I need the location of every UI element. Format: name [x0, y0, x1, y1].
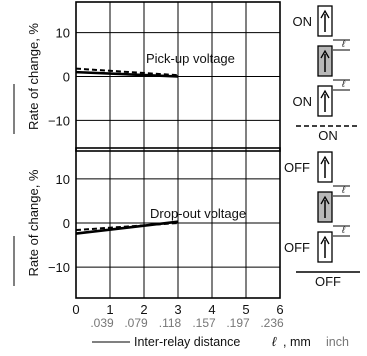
series-line-solid	[75, 70, 179, 78]
y-tick-label: 10	[56, 172, 70, 187]
y-axis-label: Rate of change, %	[26, 169, 41, 276]
series-line-dashed	[75, 222, 179, 232]
x-axis-label-unit: , mm	[283, 335, 311, 349]
series-line-dashed	[75, 67, 179, 77]
y-tick-label: −10	[48, 113, 70, 128]
x-tick-label-inch: .039	[90, 316, 114, 330]
up-arrow-head-icon	[320, 9, 330, 19]
series-line-solid	[75, 220, 179, 235]
y-tick-label: 0	[63, 70, 70, 85]
relay-legend: OFF OFF ℓ ℓ OFF	[284, 151, 360, 289]
y-ticks: 10 0 −10	[48, 26, 70, 129]
relay-state-label: OFF	[284, 160, 310, 175]
legend-line-label: ON	[318, 128, 338, 143]
x-axis-label-unit-alt: inch	[326, 335, 349, 349]
gridlines	[76, 148, 280, 298]
relay-state-label: ON	[293, 94, 313, 109]
x-tick-label-inch: .157	[192, 316, 216, 330]
x-tick-label-mm: 3	[174, 302, 181, 317]
x-tick-label-mm: 1	[106, 302, 113, 317]
up-arrow-head-icon	[320, 195, 330, 205]
annotation-label: Drop-out voltage	[150, 206, 246, 221]
x-tick-label-inch: .236	[260, 316, 284, 330]
y-ticks: 10 0 −10	[48, 172, 70, 275]
panel-bottom: 10 0 −10 Drop-out voltage Rate of change, …	[13, 147, 360, 299]
up-arrow-head-icon	[320, 155, 330, 165]
plot-frame	[75, 147, 281, 299]
relay-legend: ON ON ℓ ℓ ON	[293, 5, 360, 143]
x-tick-label-mm: 5	[242, 302, 249, 317]
y-axis-label: Rate of change, %	[26, 23, 41, 130]
panel-top: 10 0 −10 Pick-up voltage Rate of change, %…	[13, 1, 360, 152]
distance-symbol: ℓ	[341, 39, 345, 49]
x-tick-label-inch: .118	[159, 316, 182, 330]
legend-line-label: OFF	[315, 274, 341, 289]
series-lines	[75, 220, 179, 235]
x-tick-label-mm: 4	[208, 302, 215, 317]
relay-state-label: ON	[293, 14, 313, 29]
x-axis-label-symbol: ℓ	[272, 334, 277, 349]
x-ticks: 0 1 2 3 4 5 6 .039 .079 .118 .157 .197 .236	[72, 302, 284, 330]
relay-state-label: OFF	[284, 240, 310, 255]
x-tick-label-inch: .079	[124, 316, 148, 330]
y-tick-label: −10	[48, 260, 70, 275]
annotation-label: Pick-up voltage	[146, 51, 235, 66]
x-axis-label-text: Inter-relay distance	[134, 335, 240, 349]
x-tick-label-mm: 6	[276, 302, 283, 317]
distance-symbol: ℓ	[341, 79, 345, 89]
x-tick-label-mm: 0	[72, 302, 79, 317]
x-tick-label-mm: 2	[140, 302, 147, 317]
up-arrow-head-icon	[320, 49, 330, 59]
distance-symbol: ℓ	[341, 225, 345, 235]
up-arrow-head-icon	[320, 235, 330, 245]
series-lines	[75, 67, 179, 78]
x-tick-label-inch: .197	[226, 316, 250, 330]
up-arrow-head-icon	[320, 89, 330, 99]
y-tick-label: 0	[63, 216, 70, 231]
x-axis-label: Inter-relay distance ℓ , mm inch	[92, 334, 349, 349]
distance-symbol: ℓ	[341, 185, 345, 195]
y-tick-label: 10	[56, 26, 70, 41]
